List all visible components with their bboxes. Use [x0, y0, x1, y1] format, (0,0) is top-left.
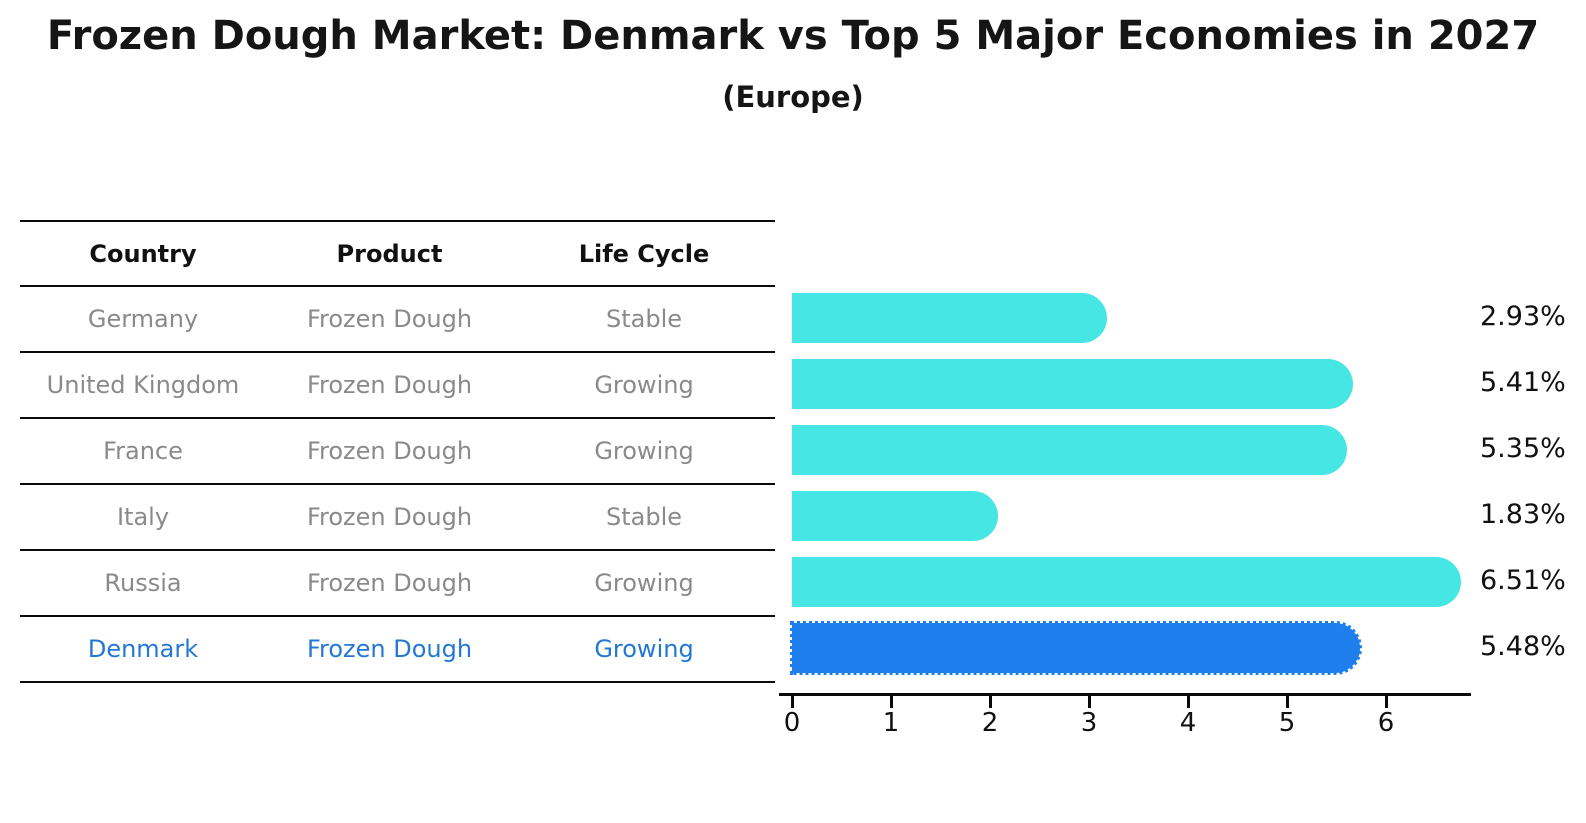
cell-life-cycle: Growing — [594, 635, 694, 663]
cell-life-cycle: Stable — [605, 305, 683, 333]
cell-country: Germany — [87, 305, 199, 333]
cell-product: Frozen Dough — [306, 503, 473, 531]
cell-product: Frozen Dough — [306, 371, 473, 399]
bar-value-label: 5.48% — [1480, 631, 1566, 662]
bar-italy — [792, 491, 998, 541]
x-axis-tick — [1286, 696, 1289, 708]
cell-life-cycle: Growing — [594, 569, 694, 597]
table-row: Germany Frozen Dough Stable — [20, 287, 775, 353]
x-axis-tick — [1385, 696, 1388, 708]
bar-value-label: 2.93% — [1480, 301, 1566, 332]
x-axis-tick — [791, 696, 794, 708]
column-header-life-cycle: Life Cycle — [578, 239, 710, 268]
table-header-row: Country Product Life Cycle — [20, 220, 775, 287]
bar-value-label: 5.41% — [1480, 367, 1566, 398]
comparison-table: Country Product Life Cycle Germany Froze… — [20, 220, 775, 683]
cell-product: Frozen Dough — [306, 569, 473, 597]
x-axis-tick-label: 5 — [1278, 708, 1296, 738]
bar-value-label: 1.83% — [1480, 499, 1566, 530]
cell-life-cycle: Stable — [605, 503, 683, 531]
column-header-product: Product — [336, 239, 443, 268]
table-row: United Kingdom Frozen Dough Growing — [20, 353, 775, 419]
bar-value-label: 5.35% — [1480, 433, 1566, 464]
table-row: France Frozen Dough Growing — [20, 419, 775, 485]
table-row: Russia Frozen Dough Growing — [20, 551, 775, 617]
x-axis-tick — [890, 696, 893, 708]
x-axis-tick — [989, 696, 992, 708]
cell-country: Italy — [116, 503, 170, 531]
bar-france — [792, 425, 1347, 475]
chart-subtitle: (Europe) — [722, 80, 864, 114]
x-axis-tick-label: 4 — [1179, 708, 1197, 738]
bar-value-label: 6.51% — [1480, 565, 1566, 596]
x-axis-tick-label: 6 — [1377, 708, 1395, 738]
cell-country: United Kingdom — [46, 371, 240, 399]
x-axis-tick — [1187, 696, 1190, 708]
bar-russia — [792, 557, 1461, 607]
cell-life-cycle: Growing — [594, 437, 694, 465]
cell-product: Frozen Dough — [306, 437, 473, 465]
cell-life-cycle: Growing — [594, 371, 694, 399]
x-axis-tick — [1088, 696, 1091, 708]
bar-germany — [792, 293, 1107, 343]
cell-country: Denmark — [87, 635, 199, 663]
x-axis-tick-label: 2 — [981, 708, 999, 738]
cell-product: Frozen Dough — [306, 305, 473, 333]
table-row: Denmark Frozen Dough Growing — [20, 617, 775, 683]
chart-title: Frozen Dough Market: Denmark vs Top 5 Ma… — [46, 13, 1540, 59]
cell-country: Russia — [104, 569, 182, 597]
x-axis-tick-label: 3 — [1080, 708, 1098, 738]
bar-denmark — [790, 621, 1362, 675]
column-header-country: Country — [89, 239, 197, 268]
cell-country: France — [103, 437, 183, 465]
x-axis-line — [779, 693, 1471, 696]
cell-product: Frozen Dough — [306, 635, 473, 663]
table-row: Italy Frozen Dough Stable — [20, 485, 775, 551]
x-axis-tick-label: 1 — [882, 708, 900, 738]
x-axis-tick-label: 0 — [783, 708, 801, 738]
bar-united-kingdom — [792, 359, 1353, 409]
